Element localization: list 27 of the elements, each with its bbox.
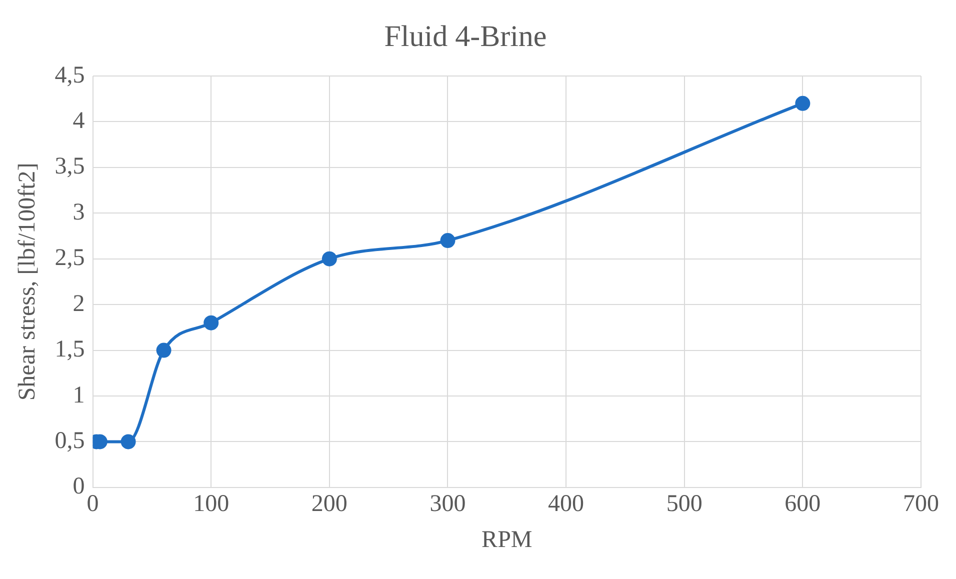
point: [156, 342, 172, 358]
x-tick-label: 700: [903, 491, 939, 518]
y-tick-label: 4,5: [54, 62, 85, 88]
y-tick-label: 3: [72, 199, 85, 226]
x-tick-label: 100: [193, 491, 230, 518]
x-tick-label: 600: [784, 491, 821, 518]
point: [322, 251, 337, 266]
point: [204, 315, 219, 330]
y-tick-label: 2: [72, 290, 85, 317]
y-tick-label: 0,5: [54, 428, 85, 454]
y-tick-label: 0: [72, 474, 85, 500]
y-tick-label: 3,5: [54, 154, 85, 180]
x-axis-title: RPM: [482, 526, 532, 553]
point: [120, 434, 136, 450]
point: [795, 96, 810, 111]
x-tick-label: 400: [548, 491, 584, 518]
y-tick-label: 1: [72, 382, 85, 408]
point: [92, 434, 108, 450]
x-tick-label: 300: [430, 491, 466, 518]
y-tick-label: 2,5: [54, 245, 85, 272]
x-tick-label: 200: [311, 491, 348, 518]
y-axis-title: Shear stress, [lbf/100ft2]: [14, 162, 41, 401]
chart-title: Fluid 4-Brine: [384, 20, 547, 53]
y-tick-label: 4: [72, 108, 85, 134]
y-tick-label: 1,5: [54, 336, 85, 363]
point: [440, 233, 456, 248]
x-tick-label: 500: [666, 491, 702, 518]
